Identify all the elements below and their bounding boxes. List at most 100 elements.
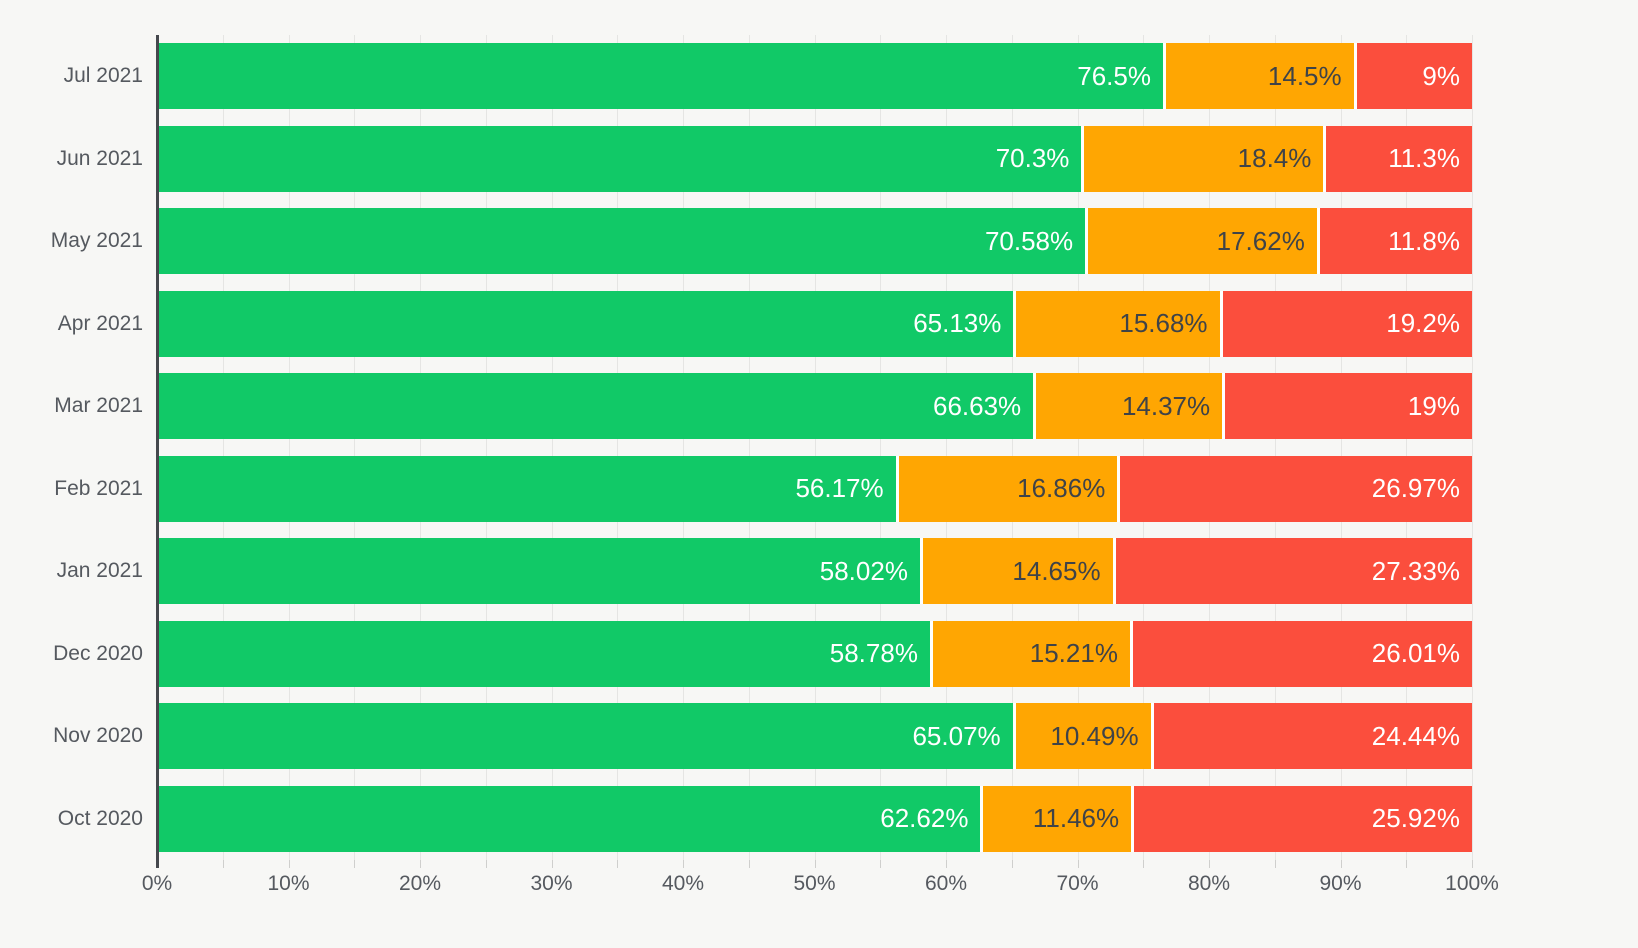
stacked-bar: 76.5% 14.5% 9% — [157, 43, 1472, 110]
stacked-bar: 56.17% 16.86% 26.97% — [157, 455, 1472, 522]
bar-value-label: 15.21% — [1029, 638, 1118, 669]
category-label: Oct 2020 — [57, 806, 143, 830]
bar-orange-segment[interactable]: 14.65% — [919, 538, 1113, 605]
stacked-bar: 58.78% 15.21% 26.01% — [157, 620, 1472, 687]
bar-green-segment[interactable]: 65.07% — [157, 703, 1013, 770]
bar-red-segment[interactable]: 26.97% — [1117, 455, 1472, 522]
bar-rows: 76.5% 14.5% 9% 70.3% 18.4% 11.3% 70.58% 17.62% 1… — [157, 35, 1472, 860]
bar-red-segment[interactable]: 19% — [1222, 373, 1472, 440]
bar-row: 65.13% 15.68% 19.2% — [157, 283, 1472, 366]
axis-tick — [1077, 860, 1079, 868]
bar-green-segment[interactable]: 70.3% — [157, 125, 1082, 192]
axis-tick — [1274, 860, 1276, 868]
bar-orange-segment[interactable]: 14.37% — [1033, 373, 1223, 440]
gridline — [946, 35, 947, 860]
bar-value-label: 25.92% — [1371, 803, 1460, 834]
bar-orange-segment[interactable]: 17.62% — [1085, 208, 1317, 275]
axis-tick — [683, 860, 684, 868]
x-tick-label: 50% — [793, 872, 836, 895]
bar-green-segment[interactable]: 58.02% — [157, 538, 920, 605]
gridline — [1143, 35, 1145, 860]
category-label: Jul 2021 — [63, 64, 143, 88]
bar-green-segment[interactable]: 62.62% — [157, 785, 981, 852]
bar-value-label: 17.62% — [1216, 225, 1305, 256]
gridline — [1209, 35, 1210, 860]
category-label: Nov 2020 — [53, 724, 143, 748]
bar-green-segment[interactable]: 56.17% — [157, 455, 896, 522]
bar-orange-segment[interactable]: 18.4% — [1081, 125, 1324, 192]
axis-tick — [1472, 860, 1473, 868]
stacked-bar: 62.62% 11.46% 25.92% — [157, 785, 1472, 852]
x-tick-label: 20% — [398, 872, 442, 895]
x-tick-label: 0% — [141, 872, 173, 895]
gridline — [814, 35, 816, 860]
axis-tick — [485, 860, 487, 868]
gridline — [354, 35, 356, 860]
bar-value-label: 56.17% — [795, 473, 884, 504]
bar-value-label: 26.01% — [1371, 638, 1460, 669]
bar-row: 58.78% 15.21% 26.01% — [157, 613, 1472, 696]
category-label: Jun 2021 — [56, 146, 143, 170]
bar-value-label: 16.86% — [1017, 473, 1106, 504]
bar-red-segment[interactable]: 25.92% — [1131, 785, 1472, 852]
bar-value-label: 18.4% — [1237, 143, 1312, 174]
gridline — [1274, 35, 1276, 860]
bar-orange-segment[interactable]: 15.21% — [929, 620, 1130, 687]
bar-value-label: 58.02% — [819, 555, 908, 586]
bar-red-segment[interactable]: 11.8% — [1316, 208, 1472, 275]
stacked-bar: 70.3% 18.4% 11.3% — [157, 125, 1472, 192]
bar-orange-segment[interactable]: 10.49% — [1012, 703, 1151, 770]
stacked-bar: 70.58% 17.62% 11.8% — [157, 208, 1472, 275]
gridline — [222, 35, 224, 860]
category-label: Feb 2021 — [54, 476, 143, 500]
bar-green-segment[interactable]: 76.5% — [157, 43, 1163, 110]
bar-row: 76.5% 14.5% 9% — [157, 35, 1472, 118]
bar-row: 66.63% 14.37% 19% — [157, 365, 1472, 448]
bar-red-segment[interactable]: 11.3% — [1323, 125, 1472, 192]
gridline — [880, 35, 882, 860]
bar-value-label: 11.8% — [1388, 225, 1460, 256]
bar-green-segment[interactable]: 65.13% — [157, 290, 1014, 357]
gridline — [551, 35, 553, 860]
bar-red-segment[interactable]: 24.44% — [1150, 703, 1472, 770]
axis-tick — [222, 860, 224, 868]
bar-green-segment[interactable]: 58.78% — [157, 620, 930, 687]
gridline — [288, 35, 290, 860]
x-axis-labels: 0% 10% 20% 30% 40% 50% 60% 70% 80% 90% 100% — [142, 872, 1499, 902]
bar-red-segment[interactable]: 26.01% — [1129, 620, 1472, 687]
gridline — [683, 35, 684, 860]
bar-value-label: 9% — [1422, 60, 1460, 91]
bar-red-segment[interactable]: 9% — [1353, 43, 1472, 110]
x-tick-label: 40% — [661, 872, 705, 895]
bar-green-segment[interactable]: 70.58% — [157, 208, 1086, 275]
bar-value-label: 11.46% — [1032, 803, 1120, 834]
bar-row: 70.3% 18.4% 11.3% — [157, 118, 1472, 201]
bar-value-label: 11.3% — [1388, 143, 1460, 174]
category-label: Jan 2021 — [56, 559, 143, 583]
bar-orange-segment[interactable]: 16.86% — [895, 455, 1118, 522]
bar-orange-segment[interactable]: 11.46% — [980, 785, 1132, 852]
axis-tick — [1011, 860, 1013, 868]
plot-area: 76.5% 14.5% 9% 70.3% 18.4% 11.3% 70.58% 17.62% 1… — [156, 35, 1473, 868]
x-tick-label: 70% — [1056, 872, 1099, 895]
bar-red-segment[interactable]: 19.2% — [1219, 290, 1472, 357]
bar-value-label: 70.3% — [995, 143, 1070, 174]
gridline — [1011, 35, 1013, 860]
bar-orange-segment[interactable]: 14.5% — [1162, 43, 1354, 110]
category-label: Dec 2020 — [53, 641, 143, 665]
axis-tick — [814, 860, 816, 868]
axis-tick — [748, 860, 750, 868]
gridline — [1077, 35, 1079, 860]
x-tick-label: 10% — [267, 872, 310, 895]
gridline — [420, 35, 421, 860]
bar-green-segment[interactable]: 66.63% — [157, 373, 1034, 440]
bar-row: 56.17% 16.86% 26.97% — [157, 448, 1472, 531]
axis-tick — [946, 860, 947, 868]
stacked-bar: 65.07% 10.49% 24.44% — [157, 703, 1472, 770]
axis-tick — [1209, 860, 1210, 868]
bar-orange-segment[interactable]: 15.68% — [1013, 290, 1220, 357]
x-tick-label: 30% — [530, 872, 573, 895]
bar-value-label: 10.49% — [1050, 720, 1139, 751]
axis-tick — [288, 860, 290, 868]
bar-red-segment[interactable]: 27.33% — [1112, 538, 1472, 605]
